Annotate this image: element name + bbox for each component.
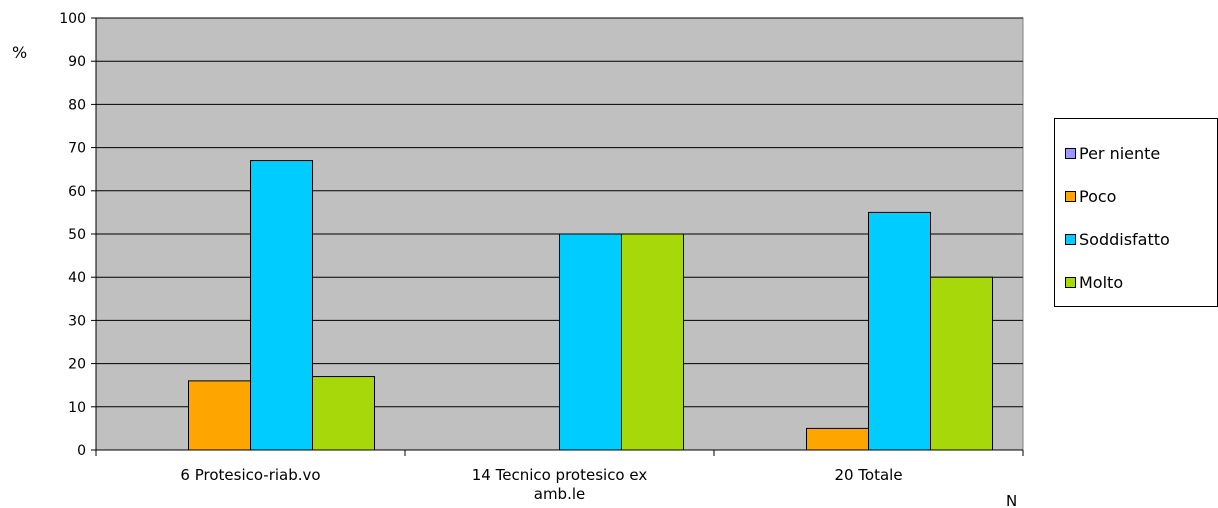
x-axis-label: N — [1006, 492, 1017, 508]
legend-swatch — [1065, 276, 1076, 288]
y-tick-label: 40 — [68, 270, 86, 286]
x-category-label: 6 Protesico-riab.vo — [180, 466, 320, 484]
bar-soddisfatto — [250, 160, 313, 451]
bar-poco — [806, 427, 869, 451]
y-tick-label: 30 — [68, 313, 86, 329]
y-tick-labels: 0 10 20 30 40 50 60 70 80 90 100 — [59, 11, 96, 459]
y-tick-label: 20 — [68, 357, 86, 373]
y-tick-label: 60 — [68, 184, 86, 200]
y-axis-label: % — [12, 43, 27, 62]
bar-molto — [621, 233, 684, 451]
legend-item: Per niente — [1065, 143, 1160, 163]
y-tick-label: 80 — [68, 97, 86, 113]
y-tick-label: 100 — [59, 11, 86, 27]
legend-item: Poco — [1065, 186, 1116, 206]
x-category-label: 14 Tecnico protesico ex — [472, 466, 648, 484]
bar-soddisfatto — [868, 211, 931, 451]
legend-item: Soddisfatto — [1065, 229, 1170, 249]
y-tick-label: 10 — [68, 400, 86, 416]
legend-swatch — [1065, 147, 1076, 159]
legend: Per niente Poco Soddisfatto Molto — [1054, 118, 1218, 307]
bar-poco — [188, 380, 251, 451]
x-category-labels: 6 Protesico-riab.vo 14 Tecnico protesico … — [95, 450, 1024, 503]
legend-item: Molto — [1065, 272, 1123, 292]
x-category-label: 20 Totale — [834, 466, 902, 484]
x-category-label: amb.le — [534, 485, 586, 503]
legend-label: Per niente — [1079, 143, 1161, 163]
bar-molto — [312, 376, 375, 451]
bar-soddisfatto — [559, 233, 622, 451]
y-tick-label: 70 — [68, 141, 86, 157]
legend-swatch — [1065, 190, 1076, 202]
legend-label: Soddisfatto — [1079, 229, 1170, 249]
legend-label: Molto — [1079, 272, 1124, 292]
legend-swatch — [1065, 233, 1076, 245]
y-tick-label: 0 — [77, 443, 86, 459]
bar-molto — [930, 276, 993, 451]
legend-label: Poco — [1079, 186, 1117, 206]
y-tick-label: 50 — [68, 227, 86, 243]
y-tick-label: 90 — [68, 54, 86, 70]
